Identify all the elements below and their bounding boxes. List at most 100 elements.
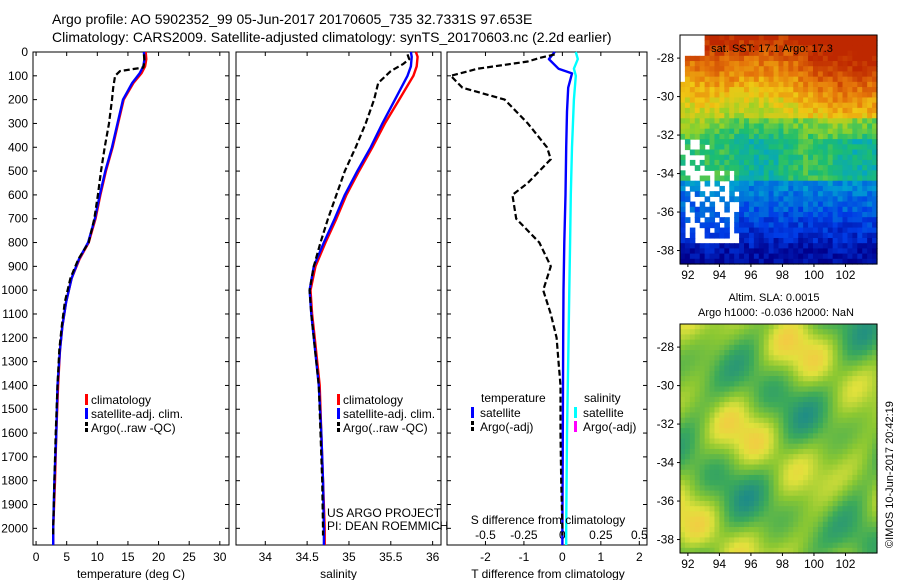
map-cell [827,159,834,166]
map-cell [744,516,750,523]
map-cell [684,506,691,512]
map-cell [734,102,740,109]
map-cell [744,133,750,140]
map-cell [684,243,691,249]
map-cell [680,170,686,177]
map-cell [768,339,775,346]
map-cell [803,324,809,330]
map-cell [694,381,701,388]
map-cell [832,201,839,208]
map-cell [847,128,853,135]
map-cell [709,407,716,414]
map-cell [753,118,760,125]
map-cell [734,376,740,382]
map-cell [793,428,799,434]
map-cell [689,149,696,156]
map-cell [699,324,706,330]
map-cell [763,417,770,424]
map-cell [704,81,711,88]
map-cell [808,490,814,497]
map-y-tick-label: -28 [657,340,675,354]
map-cell [680,480,686,486]
map-cell [852,329,858,335]
map-cell [832,248,839,255]
map-cell [778,149,785,156]
map-cell [852,133,858,140]
map-cell [714,45,720,52]
map-cell [812,258,819,265]
map-cell [748,526,755,533]
map-cell [768,154,775,161]
map-cell [867,547,873,554]
map-cell [729,464,735,471]
map-cell [729,196,735,203]
map-cell [827,506,834,512]
map-cell [739,532,745,538]
map-cell [699,433,706,440]
map-cell [862,97,868,104]
map-cell [724,350,730,356]
map-cell [758,396,765,403]
map-cell [872,206,878,213]
map-cell [783,490,789,497]
map-cell [689,506,696,512]
map-cell [803,386,809,393]
map-cell [783,170,789,177]
map-cell [827,149,834,156]
map-cell [768,159,775,166]
map-cell [842,154,849,161]
map-cell [724,428,730,434]
map-cell [744,191,750,197]
map-cell [699,490,706,497]
map-cell [699,428,706,434]
map-cell [684,360,691,367]
map-cell [699,391,706,398]
map-cell [842,454,849,460]
map-cell [739,490,745,497]
map-cell [857,248,863,255]
map-cell [788,113,794,119]
map-cell [852,201,858,208]
map-cell [734,454,740,460]
map-cell [773,232,780,239]
map-cell [812,66,819,73]
map-cell [822,324,829,330]
map-cell [837,542,844,549]
map-cell [758,149,765,156]
map-cell [867,422,873,429]
map-cell [862,355,868,362]
map-cell [793,469,799,476]
map-cell [680,253,686,260]
map-cell [827,71,834,78]
map-cell [798,92,804,99]
map-cell [837,139,844,145]
map-cell [857,422,863,429]
map-cell [798,526,804,533]
x-tick-label: 20 [152,550,166,564]
map-cell [744,206,750,213]
map-cell [739,355,745,362]
map-cell [852,365,858,372]
map-cell [699,248,706,255]
map-cell [857,355,863,362]
map-cell [857,454,863,460]
map-cell [812,61,819,67]
map-cell [847,159,853,166]
map-cell [803,175,809,182]
map-cell [852,40,858,46]
map-cell [798,165,804,171]
map-cell [788,469,794,476]
map-cell [748,428,755,434]
map-cell [684,102,691,109]
map-cell [812,433,819,440]
map-cell [847,532,853,538]
map-cell [857,324,863,330]
map-cell [694,92,701,99]
map-cell [822,490,829,497]
map-cell [803,485,809,492]
map-cell [744,66,750,73]
map-cell [773,81,780,88]
map-cell [862,139,868,145]
map-cell [684,490,691,497]
map-cell [862,454,868,460]
